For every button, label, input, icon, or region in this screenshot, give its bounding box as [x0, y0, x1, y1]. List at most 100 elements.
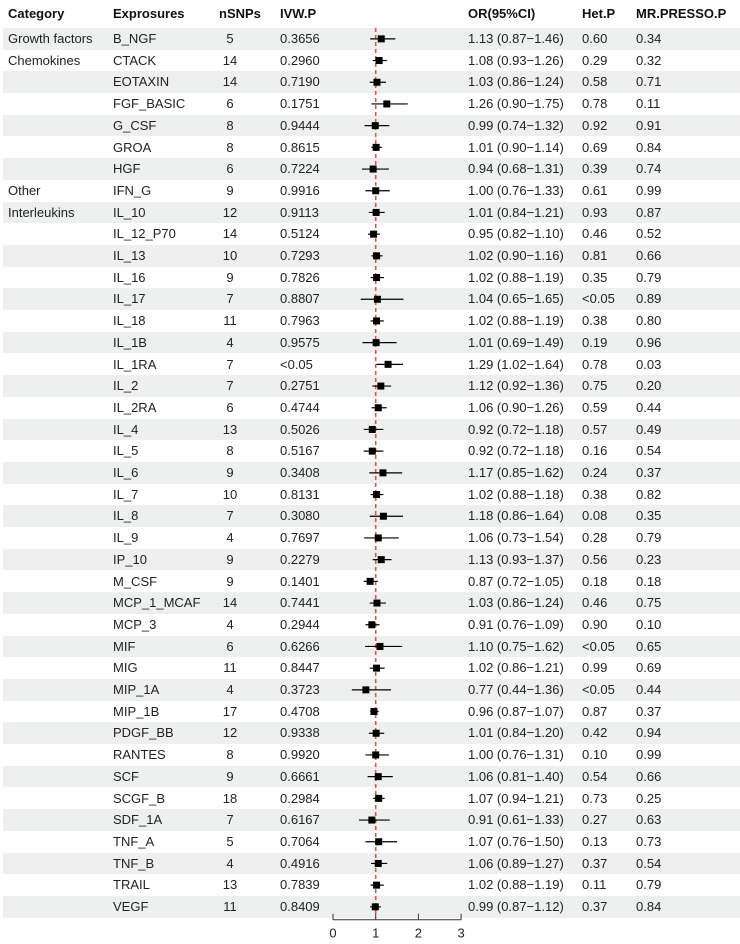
or-ci-cell: 0.92 (0.72−1.18) [468, 421, 564, 437]
het-p-cell: 0.93 [582, 204, 608, 220]
het-p-cell: 0.19 [582, 334, 608, 350]
nsnps-cell: 7 [226, 356, 234, 372]
ivw-p-cell: 0.8807 [280, 291, 320, 307]
or-ci-cell: 0.91 (0.61−1.33) [468, 812, 564, 828]
or-ci-cell: 1.13 (0.93−1.37) [468, 551, 564, 567]
exposure-cell: IL_17 [113, 291, 146, 307]
or-marker [374, 859, 382, 867]
nsnps-cell: 13 [222, 421, 238, 437]
het-p-cell: 0.37 [582, 899, 608, 914]
mr-presso-p-cell: 0.25 [636, 790, 662, 806]
exposure-cell: SCF [113, 768, 139, 784]
or-marker [373, 317, 381, 325]
exposure-cell: TNF_A [113, 833, 155, 849]
mr-presso-p-cell: 0.11 [636, 96, 661, 112]
mr-presso-p-cell: 0.94 [636, 725, 662, 741]
table-row: Chemokines CTACK 14 0.2960 1.08 (0.93−1.26) 0… [3, 50, 740, 72]
mr-presso-p-cell: 0.80 [636, 313, 662, 329]
x-axis-tick-label: 2 [415, 926, 422, 941]
table-row: IL_16 9 0.7826 1.02 (0.88−1.19) 0.35 0.79 [3, 267, 740, 289]
mr-presso-p-cell: 0.54 [636, 855, 662, 871]
exposure-cell: M_CSF [113, 573, 158, 589]
ivw-p-cell: 0.7697 [280, 530, 320, 546]
ivw-p-cell: 0.7441 [280, 595, 320, 611]
mr-presso-p-cell: 0.37 [636, 465, 662, 480]
category-cell: Interleukins [8, 204, 75, 220]
header-mr-presso-p: MR.PRESSO.P [636, 6, 727, 21]
het-p-cell: 0.56 [582, 551, 608, 567]
exposure-cell: IL_2 [113, 378, 139, 394]
ivw-p-cell: 0.2960 [280, 52, 320, 68]
mr-presso-p-cell: 0.18 [636, 573, 662, 589]
mr-presso-p-cell: 0.66 [636, 248, 662, 263]
mr-presso-p-cell: 0.34 [636, 31, 662, 46]
het-p-cell: 0.38 [582, 313, 608, 329]
or-marker [373, 664, 381, 672]
het-p-cell: 0.29 [582, 52, 608, 68]
nsnps-cell: 6 [226, 96, 234, 112]
het-p-cell: 0.57 [582, 421, 608, 437]
table-row: MIG 11 0.8447 1.02 (0.86−1.21) 0.99 0.69 [3, 657, 740, 679]
nsnps-cell: 11 [223, 660, 237, 676]
nsnps-cell: 8 [226, 117, 234, 133]
nsnps-cell: 11 [223, 313, 237, 329]
ivw-p-cell: 0.6266 [280, 638, 320, 654]
x-axis-tick-label: 3 [457, 926, 464, 941]
ivw-p-cell: 0.8447 [280, 660, 320, 676]
ivw-p-cell: 0.4744 [280, 399, 320, 415]
exposure-cell: GROA [113, 139, 152, 155]
mr-presso-p-cell: 0.37 [636, 703, 662, 719]
table-row: SCGF_B 18 0.2984 1.07 (0.94−1.21) 0.73 0.25 [3, 788, 740, 810]
table-row: TNF_A 5 0.7064 1.07 (0.76−1.50) 0.13 0.73 [3, 831, 740, 853]
exposure-cell: IL_12_P70 [113, 226, 176, 242]
ivw-p-cell: 0.6661 [280, 768, 320, 784]
or-marker [379, 512, 387, 520]
ivw-p-cell: 0.5124 [280, 226, 320, 242]
mr-presso-p-cell: 0.99 [636, 182, 662, 198]
or-ci-cell: 0.91 (0.76−1.09) [468, 616, 564, 632]
nsnps-cell: 12 [222, 725, 238, 741]
mr-presso-p-cell: 0.71 [636, 74, 662, 90]
or-marker [373, 491, 381, 499]
het-p-cell: 0.46 [582, 226, 608, 242]
or-ci-cell: 1.00 (0.76−1.31) [468, 747, 564, 763]
exposure-cell: IL_18 [113, 313, 146, 329]
exposure-cell: MIG [113, 660, 138, 676]
exposure-cell: IP_10 [113, 551, 147, 567]
or-marker [366, 577, 374, 585]
or-marker [372, 729, 380, 737]
or-marker [372, 751, 380, 759]
het-p-cell: 0.92 [582, 117, 608, 133]
or-marker [374, 773, 382, 781]
ivw-p-cell: 0.7224 [280, 161, 320, 177]
or-marker [372, 143, 380, 151]
or-ci-cell: 1.10 (0.75−1.62) [468, 638, 564, 654]
or-ci-cell: 1.06 (0.73−1.54) [468, 530, 564, 546]
header-exposures: Exprosures [113, 6, 185, 21]
ivw-p-cell: 0.9575 [280, 334, 320, 350]
table-row: IP_10 9 0.2279 1.13 (0.93−1.37) 0.56 0.23 [3, 548, 740, 571]
or-marker [377, 35, 385, 43]
or-ci-cell: 1.18 (0.86−1.64) [468, 508, 564, 524]
ivw-p-cell: 0.7190 [280, 74, 320, 90]
nsnps-cell: 13 [222, 877, 238, 893]
het-p-cell: 0.42 [582, 725, 608, 741]
table-row: IL_2RA 6 0.4744 1.06 (0.90−1.26) 0.59 0.44 [3, 397, 740, 419]
or-ci-cell: 1.07 (0.76−1.50) [468, 833, 564, 849]
or-ci-cell: 1.03 (0.86−1.24) [468, 74, 564, 90]
or-ci-cell: 1.07 (0.94−1.21) [468, 790, 564, 806]
table-row: M_CSF 9 0.1401 0.87 (0.72−1.05) 0.18 0.18 [3, 571, 740, 593]
het-p-cell: 0.60 [582, 31, 608, 46]
mr-presso-p-cell: 0.49 [636, 421, 662, 437]
ivw-p-cell: 0.7293 [280, 248, 320, 263]
or-ci-cell: 1.13 (0.87−1.46) [468, 31, 564, 46]
nsnps-cell: 6 [226, 638, 234, 654]
het-p-cell: 0.59 [582, 399, 608, 415]
ivw-p-cell: 0.7064 [280, 833, 320, 849]
ivw-p-cell: 0.9920 [280, 747, 320, 763]
het-p-cell: 0.78 [582, 96, 608, 112]
or-ci-cell: 1.06 (0.89−1.27) [468, 855, 564, 871]
het-p-cell: 0.39 [582, 161, 608, 177]
ivw-p-cell: 0.7826 [280, 269, 320, 285]
